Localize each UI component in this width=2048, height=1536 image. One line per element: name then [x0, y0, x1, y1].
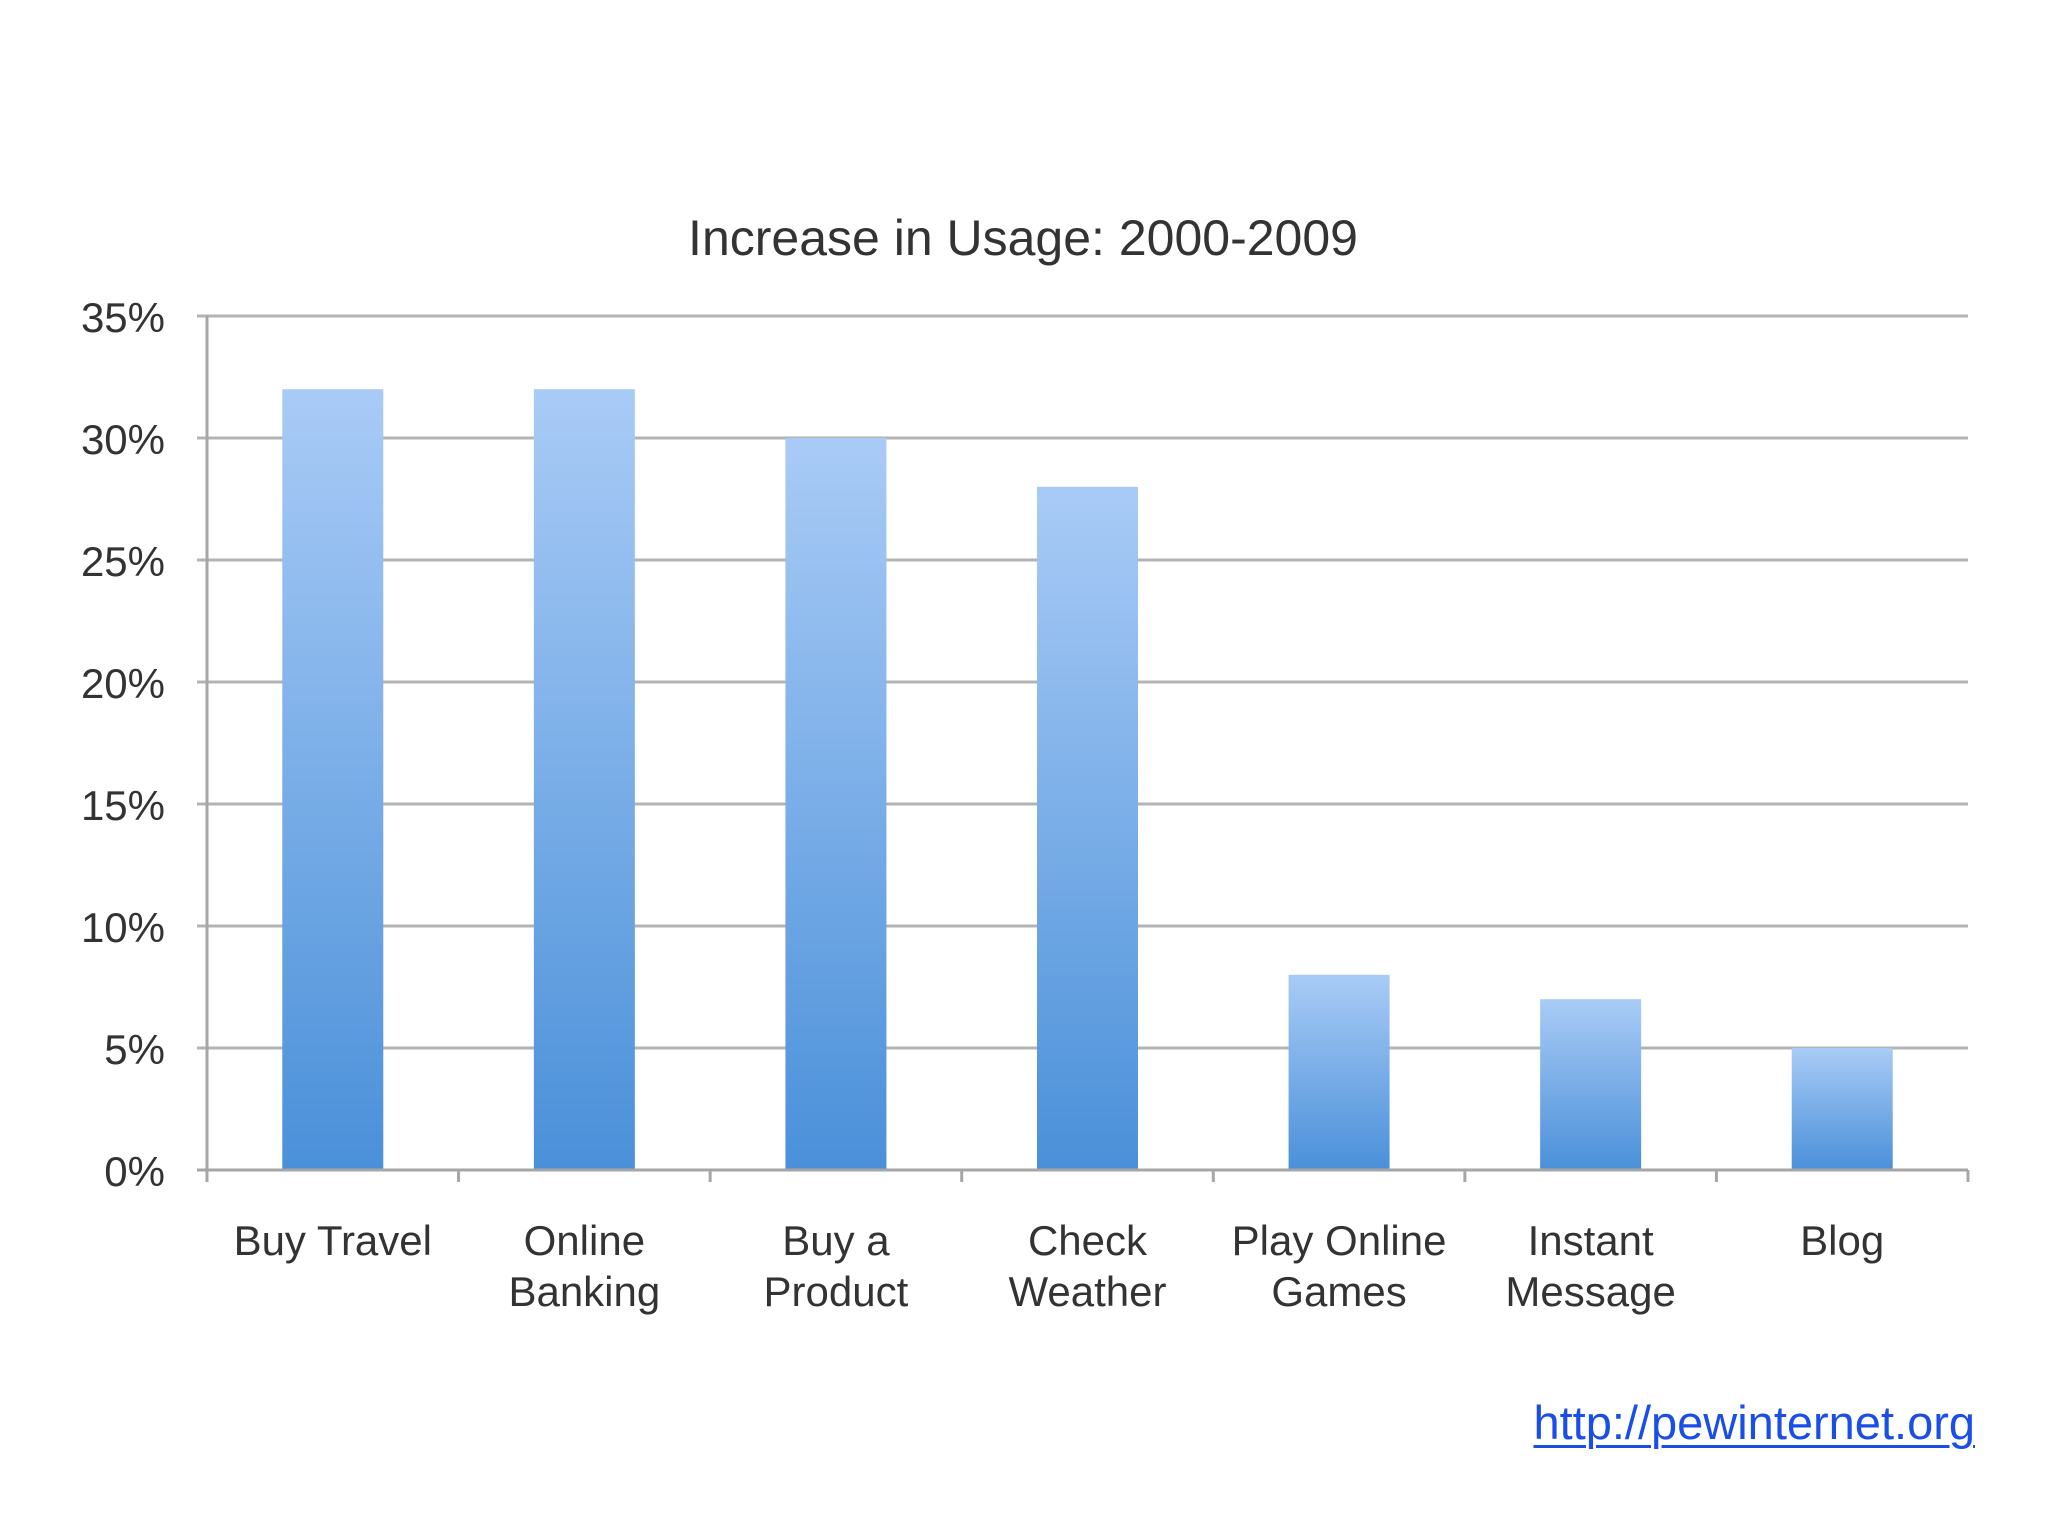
- x-tick-label: Buy Travel: [234, 1217, 432, 1264]
- y-tick-label: 35%: [81, 294, 165, 341]
- bar-4: [1288, 974, 1390, 1170]
- x-tick-label-line: Blog: [1800, 1217, 1884, 1264]
- chart-title: Increase in Usage: 2000-2009: [688, 210, 1358, 266]
- y-tick-label: 0%: [104, 1148, 165, 1195]
- bar-3: [1037, 486, 1138, 1170]
- source-link[interactable]: http://pewinternet.org: [1533, 1396, 1975, 1449]
- x-tick-label-line: Buy Travel: [234, 1217, 432, 1264]
- bars: [282, 389, 1893, 1170]
- x-tick-label-line: Check: [1028, 1217, 1148, 1264]
- bar-6: [1791, 1048, 1893, 1170]
- y-tick-label: 25%: [81, 538, 165, 585]
- x-tick-label-line: Play Online: [1232, 1217, 1447, 1264]
- x-tick-label-line: Instant: [1528, 1217, 1654, 1264]
- x-tick-label: Play Online Games: [1232, 1217, 1447, 1315]
- y-tick-label: 20%: [81, 660, 165, 707]
- y-tick-label: 30%: [81, 416, 165, 463]
- x-tick-label-line: Buy a: [782, 1217, 890, 1264]
- axes: [205, 316, 1970, 1182]
- bar-1: [533, 389, 635, 1170]
- bar-5: [1540, 999, 1642, 1170]
- x-tick-label: Instant Message: [1505, 1217, 1675, 1315]
- x-tick-label-line: Online: [524, 1217, 645, 1264]
- y-tick-label: 5%: [104, 1026, 165, 1073]
- y-tick-labels: 0% 5% 10% 15% 20% 25% 30% 35%: [81, 294, 165, 1195]
- bar-0: [282, 389, 384, 1170]
- y-tick-label: 10%: [81, 904, 165, 951]
- x-tick-label-line: Product: [764, 1268, 909, 1315]
- x-tick-label-line: Banking: [508, 1268, 660, 1315]
- x-tick-label: Check Weather: [1009, 1217, 1167, 1315]
- y-tick-label: 15%: [81, 782, 165, 829]
- x-tick-label: Blog: [1800, 1217, 1884, 1264]
- x-tick-labels: Buy Travel Online Banking Buy a Product Check…: [234, 1217, 1885, 1315]
- bar-2: [785, 438, 887, 1170]
- x-tick-label-line: Message: [1505, 1268, 1675, 1315]
- x-tick-label: Buy a Product: [764, 1217, 909, 1315]
- x-tick-label-line: Games: [1271, 1268, 1406, 1315]
- x-tick-label-line: Weather: [1009, 1268, 1167, 1315]
- x-tick-label: Online Banking: [508, 1217, 660, 1315]
